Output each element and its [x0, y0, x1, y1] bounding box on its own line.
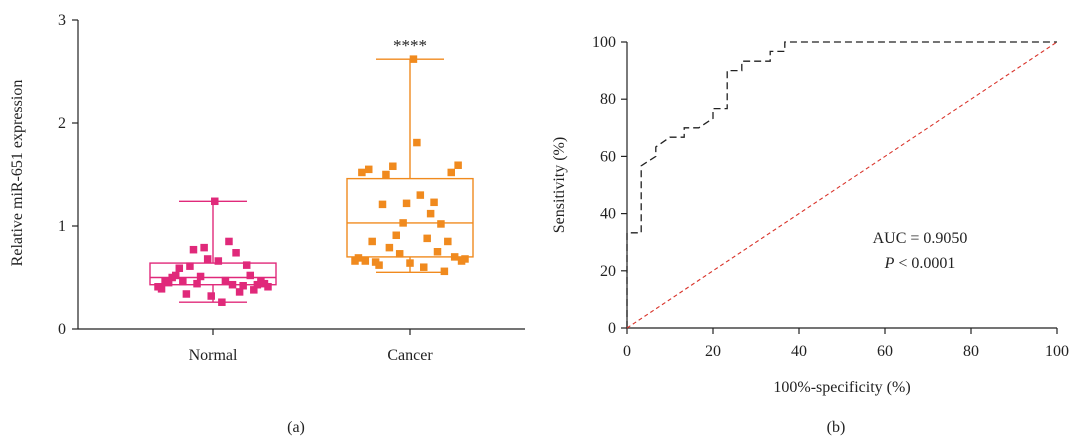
- data-point: [389, 162, 397, 171]
- box-iqr: [346, 177, 474, 258]
- data-point: [416, 191, 425, 199]
- data-point: [246, 271, 255, 280]
- data-point: [211, 197, 219, 206]
- data-point: [426, 209, 435, 218]
- data-point: [437, 220, 445, 228]
- y-tick-label: 3: [58, 12, 66, 29]
- data-point: [182, 290, 191, 298]
- data-point: [378, 200, 387, 209]
- data-point: [239, 281, 247, 290]
- data-point: [375, 261, 383, 269]
- data-point: [454, 161, 462, 169]
- data-point: [225, 237, 233, 246]
- data-point: [450, 253, 459, 261]
- data-point: [392, 231, 400, 240]
- data-point: [368, 237, 376, 246]
- data-point: [440, 267, 449, 276]
- data-point: [444, 237, 452, 246]
- data-point: [382, 170, 390, 179]
- data-point: [175, 264, 184, 272]
- y-axis-label: Relative miR-651 expression: [9, 80, 26, 267]
- data-point: [203, 255, 212, 263]
- data-point: [186, 262, 194, 270]
- box-iqr: [149, 262, 277, 286]
- data-point: [409, 55, 418, 63]
- data-point: [164, 278, 173, 287]
- panel-label-a: (a): [287, 419, 305, 436]
- data-point: [179, 277, 187, 286]
- data-point: [214, 257, 223, 265]
- data-point: [413, 138, 421, 147]
- y-tick-label: 1: [58, 218, 66, 235]
- data-point: [218, 298, 226, 306]
- data-point: [207, 292, 215, 300]
- data-point: [433, 248, 442, 256]
- data-point: [200, 243, 208, 252]
- data-point: [395, 250, 404, 258]
- x-tick-label: Cancer: [387, 347, 433, 364]
- y-tick-label: 2: [58, 115, 66, 132]
- data-point: [193, 279, 201, 288]
- data-point: [430, 198, 438, 207]
- data-point: [361, 257, 370, 265]
- data-point: [420, 263, 428, 271]
- data-point: [171, 271, 180, 280]
- data-point: [423, 234, 431, 243]
- data-point: [264, 283, 272, 291]
- data-point: [406, 259, 414, 267]
- data-point: [461, 255, 469, 263]
- data-point: [157, 285, 166, 293]
- data-point: [242, 261, 251, 269]
- data-point: [358, 168, 366, 177]
- significance-marker: ****: [393, 36, 427, 55]
- data-point: [447, 168, 455, 177]
- data-point: [399, 219, 407, 227]
- data-point: [402, 199, 411, 208]
- data-point: [189, 245, 198, 254]
- data-point: [232, 249, 240, 257]
- data-point: [235, 288, 244, 296]
- y-tick-label: 0: [58, 321, 66, 338]
- x-tick-label: Normal: [189, 347, 238, 364]
- data-point: [365, 165, 373, 174]
- data-point: [250, 286, 258, 294]
- data-point: [354, 254, 363, 262]
- data-point: [196, 272, 205, 281]
- data-point: [385, 243, 394, 252]
- data-point: [221, 276, 230, 285]
- data-point: [228, 280, 237, 289]
